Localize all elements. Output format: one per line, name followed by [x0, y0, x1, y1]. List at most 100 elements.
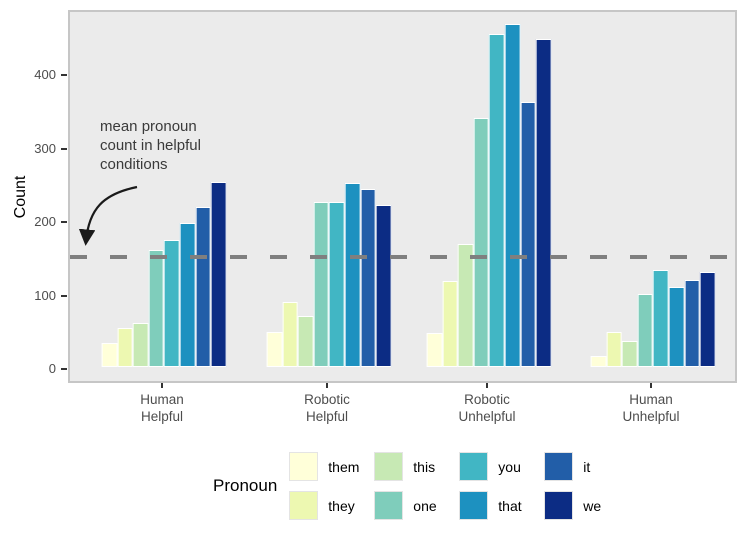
- bar-one: [148, 250, 164, 367]
- x-tick-label-line: Helpful: [305, 409, 349, 424]
- bar-one: [473, 118, 489, 367]
- annotation-line: conditions: [100, 156, 168, 173]
- legend-item-you: you: [459, 452, 538, 481]
- bar-you: [164, 240, 180, 367]
- x-tick-mark-1: [161, 383, 163, 388]
- legend-label-this: this: [413, 458, 436, 475]
- bar-it: [684, 280, 700, 367]
- bar-that: [344, 183, 361, 367]
- legend-swatch-it: [544, 452, 574, 481]
- bar-that: [504, 24, 521, 367]
- x-tick-label-line: Unhelpful: [458, 409, 516, 424]
- legend-swatch-one: [374, 491, 404, 520]
- bar-this: [457, 244, 474, 367]
- legend-item-them: them: [289, 452, 368, 481]
- legend-title: Pronoun: [213, 476, 278, 495]
- y-tick-label-100: 100: [34, 288, 56, 303]
- legend-swatch-they: [289, 491, 319, 520]
- bar-this: [132, 323, 149, 367]
- legend-item-it: it: [544, 452, 623, 481]
- bar-one: [637, 294, 653, 367]
- bar-we: [699, 272, 716, 367]
- bar-they: [606, 332, 622, 367]
- legend-item-they: they: [289, 491, 368, 520]
- x-tick-label-human-unhelpful: Human Unhelpful: [596, 391, 706, 425]
- legend-column-4: it we: [544, 452, 623, 520]
- x-tick-label-line: Unhelpful: [622, 409, 680, 424]
- y-tick-label-400: 400: [34, 67, 56, 82]
- x-tick-label-line: Human: [629, 392, 673, 407]
- bar-them: [426, 333, 443, 367]
- x-tick-label-line: Helpful: [140, 409, 184, 424]
- bar-they: [442, 281, 458, 367]
- legend-label-them: them: [328, 458, 360, 475]
- bar-we: [210, 182, 227, 367]
- y-tick-mark-200: [61, 221, 67, 223]
- bar-that: [668, 287, 685, 367]
- bar-it: [360, 189, 376, 367]
- mean-line-annotation: mean pronoun count in helpful conditions: [100, 117, 201, 174]
- x-tick-mark-3: [486, 383, 488, 388]
- x-tick-label-robotic-unhelpful: Robotic Unhelpful: [432, 391, 542, 425]
- bar-group-human-helpful: [101, 182, 227, 367]
- bar-them: [266, 332, 283, 367]
- x-tick-label-line: Robotic: [464, 392, 510, 407]
- bar-they: [282, 302, 298, 367]
- y-tick-label-300: 300: [34, 141, 56, 156]
- annotation-line: mean pronoun: [100, 118, 197, 135]
- x-tick-label-robotic-helpful: Robotic Helpful: [272, 391, 382, 425]
- y-axis-title: Count: [12, 175, 29, 219]
- legend-swatch-you: [459, 452, 489, 481]
- bar-group-robotic-helpful: [266, 183, 392, 367]
- legend-label-one: one: [413, 497, 437, 514]
- legend-column-2: this one: [374, 452, 453, 520]
- bar-them: [101, 343, 118, 367]
- bar-you: [489, 34, 505, 367]
- bar-group-human-unhelpful: [590, 270, 716, 367]
- y-tick-mark-300: [61, 148, 67, 150]
- y-tick-mark-400: [61, 74, 67, 76]
- bar-it: [520, 102, 536, 367]
- bar-them: [590, 356, 607, 367]
- bar-we: [535, 39, 552, 367]
- legend-label-that: that: [498, 497, 522, 514]
- bar-you: [653, 270, 669, 367]
- x-tick-label-human-helpful: Human Helpful: [107, 391, 217, 425]
- legend-swatch-them: [289, 452, 319, 481]
- legend-swatch-that: [459, 491, 489, 520]
- bar-you: [329, 202, 345, 367]
- y-tick-label-200: 200: [34, 214, 56, 229]
- legend-column-1: them they: [289, 452, 368, 520]
- legend-label-we: we: [583, 497, 602, 514]
- legend-item-this: this: [374, 452, 453, 481]
- bar-this: [297, 316, 314, 367]
- bar-they: [117, 328, 133, 367]
- x-tick-mark-2: [326, 383, 328, 388]
- y-tick-mark-100: [61, 295, 67, 297]
- bar-one: [313, 202, 329, 367]
- x-tick-label-line: Robotic: [304, 392, 350, 407]
- legend-item-that: that: [459, 491, 538, 520]
- legend-entries: them they this one you that it we: [289, 452, 623, 520]
- x-tick-label-line: Human: [140, 392, 184, 407]
- bar-this: [621, 341, 638, 367]
- y-tick-label-0: 0: [48, 361, 56, 376]
- legend-column-3: you that: [459, 452, 538, 520]
- annotation-line: count in helpful: [100, 137, 201, 154]
- legend-swatch-this: [374, 452, 404, 481]
- bar-group-robotic-unhelpful: [426, 24, 552, 367]
- plot-panel: [68, 10, 737, 383]
- legend: Pronoun them they this one you that it we: [213, 452, 623, 520]
- legend-label-they: they: [328, 497, 355, 514]
- bar-that: [179, 223, 196, 367]
- legend-label-you: you: [498, 458, 521, 475]
- legend-item-we: we: [544, 491, 623, 520]
- legend-swatch-we: [544, 491, 574, 520]
- bar-we: [375, 205, 392, 367]
- x-tick-mark-4: [650, 383, 652, 388]
- bar-it: [195, 207, 211, 367]
- legend-label-it: it: [583, 458, 591, 475]
- y-tick-mark-0: [61, 368, 67, 370]
- mean-reference-line: [70, 255, 735, 259]
